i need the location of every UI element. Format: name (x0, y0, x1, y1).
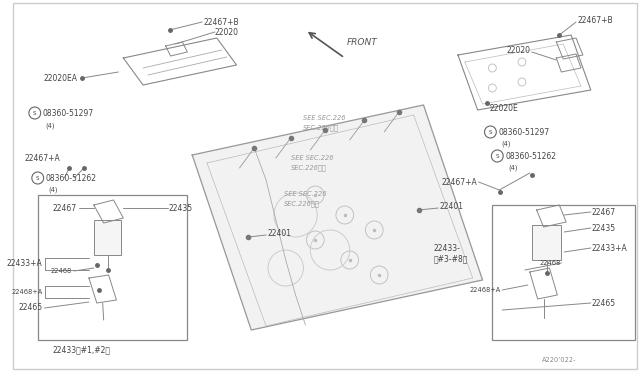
Text: 22020EA: 22020EA (43, 74, 77, 83)
Text: 22020: 22020 (507, 45, 531, 55)
Text: 22467: 22467 (592, 208, 616, 217)
Text: (4): (4) (501, 141, 511, 147)
Text: 22401: 22401 (267, 228, 291, 237)
Polygon shape (192, 105, 483, 330)
Text: S: S (36, 176, 40, 180)
Bar (94, 220, 122, 255)
Text: S: S (33, 110, 36, 115)
Text: A220’022-: A220’022- (541, 357, 576, 363)
Text: 22433+A: 22433+A (592, 244, 628, 253)
Text: 22020: 22020 (215, 28, 239, 36)
Text: S: S (489, 129, 492, 135)
Text: 22435: 22435 (168, 203, 193, 212)
Text: FRONT: FRONT (347, 38, 378, 46)
Text: 22433-: 22433- (433, 244, 460, 253)
Text: (4): (4) (45, 123, 55, 129)
Text: 22020E: 22020E (490, 103, 518, 112)
Text: (4): (4) (508, 165, 518, 171)
Text: 22465: 22465 (19, 304, 43, 312)
Text: SEE SEC.226: SEE SEC.226 (284, 191, 326, 197)
Text: 22465: 22465 (592, 298, 616, 308)
Text: 22467: 22467 (53, 203, 77, 212)
Text: 22468: 22468 (539, 260, 560, 266)
Text: SEC.226参照: SEC.226参照 (284, 201, 319, 207)
Text: 22468+A: 22468+A (470, 287, 501, 293)
Text: 08360-51262: 08360-51262 (505, 151, 556, 160)
Text: 22468+A: 22468+A (12, 289, 43, 295)
Text: S: S (495, 154, 499, 158)
Text: 〈#3-#8〉: 〈#3-#8〉 (433, 254, 468, 263)
Text: 22433〈#1,#2〉: 22433〈#1,#2〉 (52, 346, 110, 355)
Text: 08360-51262: 08360-51262 (45, 173, 97, 183)
Text: 22467+A: 22467+A (25, 154, 61, 163)
Text: 22401: 22401 (439, 202, 463, 211)
Text: 22433+A: 22433+A (7, 260, 43, 269)
Text: SEC.226参照: SEC.226参照 (291, 165, 326, 171)
Text: 08360-51297: 08360-51297 (43, 109, 94, 118)
Text: 22467+B: 22467+B (577, 16, 612, 25)
Text: 22435: 22435 (592, 224, 616, 232)
Text: SEE SEC.226: SEE SEC.226 (291, 155, 333, 161)
Text: 22467+A: 22467+A (442, 177, 477, 186)
Bar (492, 205, 635, 340)
Text: 08360-51297: 08360-51297 (499, 128, 549, 137)
Bar (38, 195, 188, 340)
Text: SEC.226参照: SEC.226参照 (303, 125, 339, 131)
Text: 22467+B: 22467+B (203, 17, 239, 26)
Text: 22468: 22468 (51, 268, 72, 274)
Text: (4): (4) (49, 187, 58, 193)
Text: SEE SEC.226: SEE SEC.226 (303, 115, 346, 121)
Bar (532, 225, 561, 260)
